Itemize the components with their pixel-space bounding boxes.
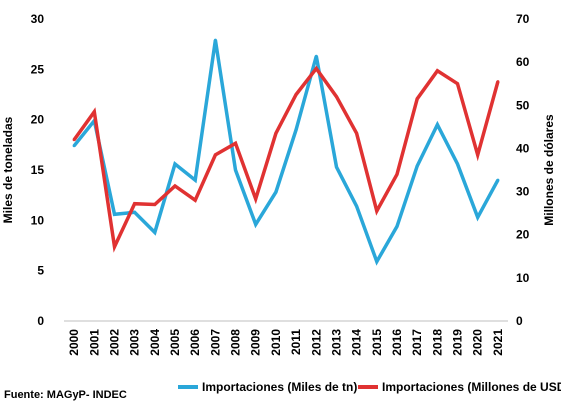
data-point: [173, 162, 177, 166]
left-axis-title: Miles de toneladas: [1, 116, 15, 223]
right-tick-label: 60: [516, 55, 530, 69]
data-point: [435, 69, 439, 73]
data-point: [355, 131, 359, 135]
x-tick-label: 2009: [249, 329, 263, 356]
data-point: [173, 184, 177, 188]
x-tick-label: 2008: [229, 329, 243, 356]
left-tick-label: 0: [37, 314, 44, 328]
x-tick-label: 2018: [430, 329, 444, 356]
x-tick-label: 2019: [451, 329, 465, 356]
data-point: [254, 197, 258, 201]
data-point: [435, 123, 439, 127]
x-tick-label: 2003: [128, 329, 142, 356]
x-tick-label: 2017: [410, 329, 424, 356]
x-tick-label: 2010: [269, 329, 283, 356]
data-point: [456, 162, 459, 166]
data-point: [254, 222, 258, 226]
data-point: [375, 209, 379, 213]
x-tick-label: 2011: [289, 329, 303, 355]
left-tick-label: 25: [31, 62, 45, 76]
data-point: [133, 210, 137, 214]
data-point: [375, 260, 379, 264]
right-axis-title: Millones de dólares: [542, 114, 556, 226]
data-point: [314, 67, 318, 71]
x-tick-label: 2005: [168, 329, 182, 356]
x-tick-label: 2007: [208, 329, 222, 356]
data-point: [415, 97, 419, 101]
data-point: [213, 153, 217, 157]
data-point: [456, 82, 459, 86]
x-tick-label: 2014: [350, 329, 364, 356]
right-axis: 0 10 20 30 40 50 60 70: [516, 12, 530, 328]
left-axis: 0 5 10 15 20 25 30: [31, 12, 45, 328]
series-line-0: [72, 39, 500, 266]
series-layer: [72, 38, 500, 266]
data-point: [476, 153, 480, 157]
data-point: [113, 245, 116, 249]
right-tick-label: 10: [516, 271, 530, 285]
x-tick-label: 2021: [491, 329, 505, 356]
data-point: [476, 215, 480, 219]
data-point: [294, 128, 298, 132]
legend: Importaciones (Miles de tn) Importacione…: [178, 380, 561, 394]
left-tick-label: 20: [31, 113, 45, 127]
legend-label-millones-usd: Importaciones (Millones de USD): [382, 380, 561, 394]
source-note: Fuente: MAGyP- INDEC: [4, 389, 127, 401]
data-point: [395, 172, 399, 176]
left-tick-label: 10: [31, 213, 45, 227]
x-axis: 2000 2001 2002 2003 2004 2005 2006 2007 2008 2009…: [67, 329, 505, 356]
x-tick-label: 2002: [107, 329, 121, 356]
x-tick-label: 2004: [148, 329, 162, 356]
series-line-1: [72, 65, 500, 253]
data-point: [153, 230, 157, 234]
data-point: [133, 202, 137, 206]
left-tick-label: 30: [31, 12, 45, 26]
data-point: [496, 178, 500, 182]
data-point: [92, 110, 96, 114]
right-tick-label: 40: [516, 141, 530, 155]
data-point: [193, 198, 197, 202]
x-tick-label: 2013: [329, 329, 343, 356]
x-tick-label: 2006: [188, 329, 202, 356]
data-point: [274, 190, 278, 194]
data-point: [294, 93, 298, 96]
data-point: [234, 141, 237, 145]
data-point: [72, 144, 76, 148]
data-point: [335, 95, 338, 99]
data-point: [395, 224, 399, 228]
data-point: [213, 38, 217, 42]
data-point: [314, 54, 318, 58]
x-tick-label: 2020: [471, 329, 485, 356]
data-point: [274, 131, 278, 135]
data-point: [153, 203, 157, 206]
data-point: [72, 138, 76, 142]
x-tick-label: 2012: [309, 329, 323, 356]
left-tick-label: 15: [31, 163, 45, 177]
data-point: [415, 164, 419, 168]
legend-label-miles-tn: Importaciones (Miles de tn): [202, 380, 357, 394]
data-point: [113, 212, 116, 216]
right-tick-label: 20: [516, 228, 530, 242]
data-point: [496, 80, 500, 84]
x-tick-label: 2001: [87, 329, 101, 356]
right-tick-label: 0: [516, 314, 523, 328]
right-tick-label: 30: [516, 185, 530, 199]
right-tick-label: 70: [516, 12, 530, 26]
data-point: [335, 165, 338, 169]
left-tick-label: 5: [37, 264, 44, 278]
data-point: [355, 204, 359, 208]
right-tick-label: 50: [516, 98, 530, 112]
x-tick-label: 2015: [370, 329, 384, 356]
x-tick-label: 2016: [390, 329, 404, 356]
data-point: [193, 178, 197, 182]
data-point: [234, 168, 237, 172]
x-tick-label: 2000: [67, 329, 81, 356]
